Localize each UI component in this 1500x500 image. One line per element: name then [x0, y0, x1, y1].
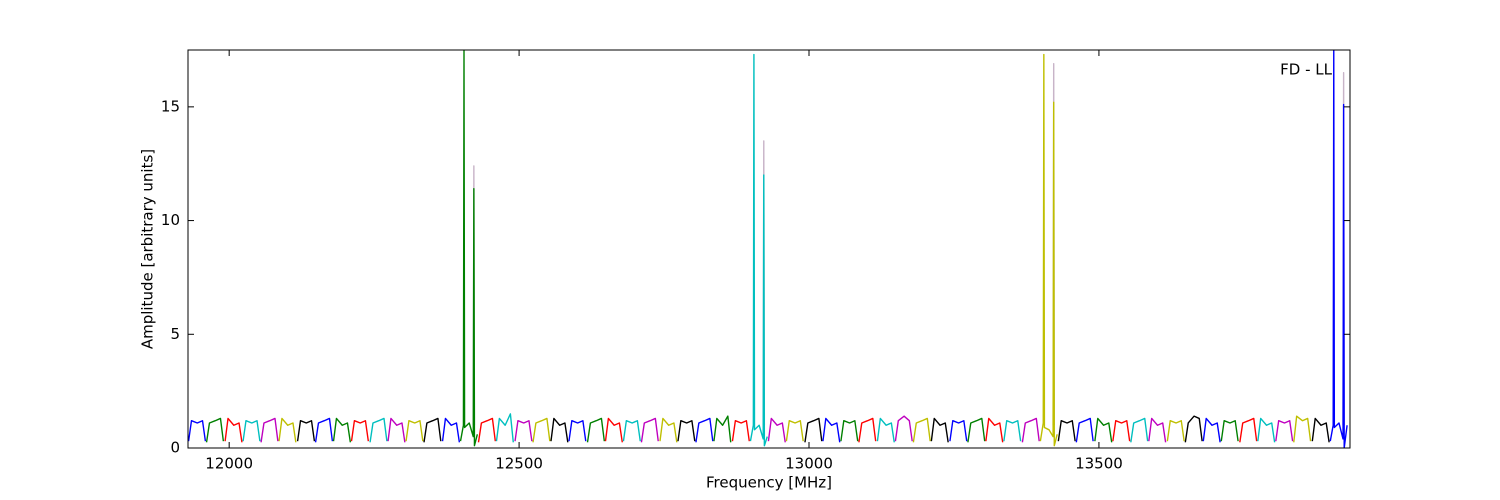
x-tick-label: 12500 — [495, 455, 543, 473]
spectrum-line — [1329, 50, 1348, 448]
spectrum-line — [1075, 417, 1094, 443]
spectrum-line — [441, 417, 461, 443]
spectrum-line — [296, 420, 316, 442]
spectrum-line — [1148, 417, 1167, 443]
spectrum-line — [912, 417, 931, 443]
spectrum-line — [332, 417, 352, 443]
spectrum-line — [749, 53, 768, 447]
spectrum-line — [822, 417, 841, 443]
spectrum-line — [586, 417, 606, 443]
annotation: FD - LL — [1280, 61, 1332, 79]
spectrum-line — [767, 417, 786, 443]
spectrum-line — [967, 417, 986, 443]
plot-frame — [187, 49, 1351, 449]
spectrum-line — [459, 50, 479, 447]
spectrum-line — [858, 417, 877, 443]
spectrum-line — [278, 417, 297, 443]
spectrum-line — [568, 420, 587, 442]
x-tick-label: 13000 — [785, 455, 833, 473]
spectrum-line — [260, 417, 279, 443]
spectrum-line — [985, 417, 1004, 443]
spectrum-line — [1112, 420, 1131, 442]
spectrum-line — [477, 417, 497, 443]
spectrum-line — [1039, 53, 1058, 447]
spectrum-line — [472, 62, 1345, 426]
spectrum-line — [1166, 420, 1185, 442]
spectrum-line — [659, 417, 678, 443]
spectrum-line — [1311, 417, 1330, 443]
spectrum-line — [369, 417, 388, 443]
spectrum-line — [677, 420, 696, 442]
spectrum-line — [640, 417, 659, 443]
spectrum-line — [205, 417, 225, 443]
spectrum-line — [840, 420, 859, 442]
x-tick-label: 13500 — [1075, 455, 1123, 473]
spectrum-line — [224, 417, 243, 443]
spectrum-line — [622, 420, 641, 442]
spectrum-line — [1202, 417, 1221, 443]
spectrum-line — [1057, 420, 1076, 442]
spectrum-line — [713, 415, 732, 443]
spectrum-line — [514, 420, 533, 442]
spectrum-line — [785, 420, 804, 442]
spectrum-line — [1293, 415, 1312, 443]
spectrum-line — [188, 420, 207, 442]
y-tick-label: 10 — [161, 211, 180, 229]
spectrum-line — [1021, 417, 1040, 443]
spectrum-line — [405, 420, 424, 442]
spectrum-line — [495, 413, 514, 443]
spectrum-line — [314, 417, 334, 443]
spectrum-line — [731, 420, 750, 442]
spectrum-line — [604, 417, 623, 443]
spectrum-line — [350, 420, 370, 442]
spectrum-line — [1094, 417, 1113, 443]
spectrum-line — [1220, 420, 1239, 442]
spectrum-line — [1130, 417, 1149, 443]
y-tick-label: 0 — [170, 439, 180, 457]
y-tick-label: 5 — [170, 325, 180, 343]
spectrum-line — [894, 415, 913, 442]
spectrum-line — [876, 417, 895, 443]
y-axis-label: Amplitude [arbitrary units] — [139, 149, 157, 349]
spectrum-line — [242, 420, 261, 442]
y-tick-label: 15 — [161, 97, 180, 115]
spectrum-line — [1257, 417, 1276, 443]
spectrum-line — [804, 417, 823, 443]
spectrum-line — [1003, 420, 1022, 442]
plot-lines — [188, 50, 1348, 448]
spectrum-line — [550, 417, 569, 443]
spectrum-line — [532, 417, 551, 443]
x-axis-label: Frequency [MHz] — [706, 474, 832, 492]
spectrum-line — [949, 420, 968, 442]
spectrum-line — [695, 417, 714, 443]
spectrum-line — [1184, 415, 1203, 443]
x-tick-label: 12000 — [205, 455, 253, 473]
spectrum-line — [423, 417, 442, 443]
spectrum-line — [1239, 417, 1258, 443]
spectrum-line — [387, 417, 406, 443]
spectrum-line — [930, 417, 949, 443]
spectrum-line — [1275, 420, 1294, 442]
